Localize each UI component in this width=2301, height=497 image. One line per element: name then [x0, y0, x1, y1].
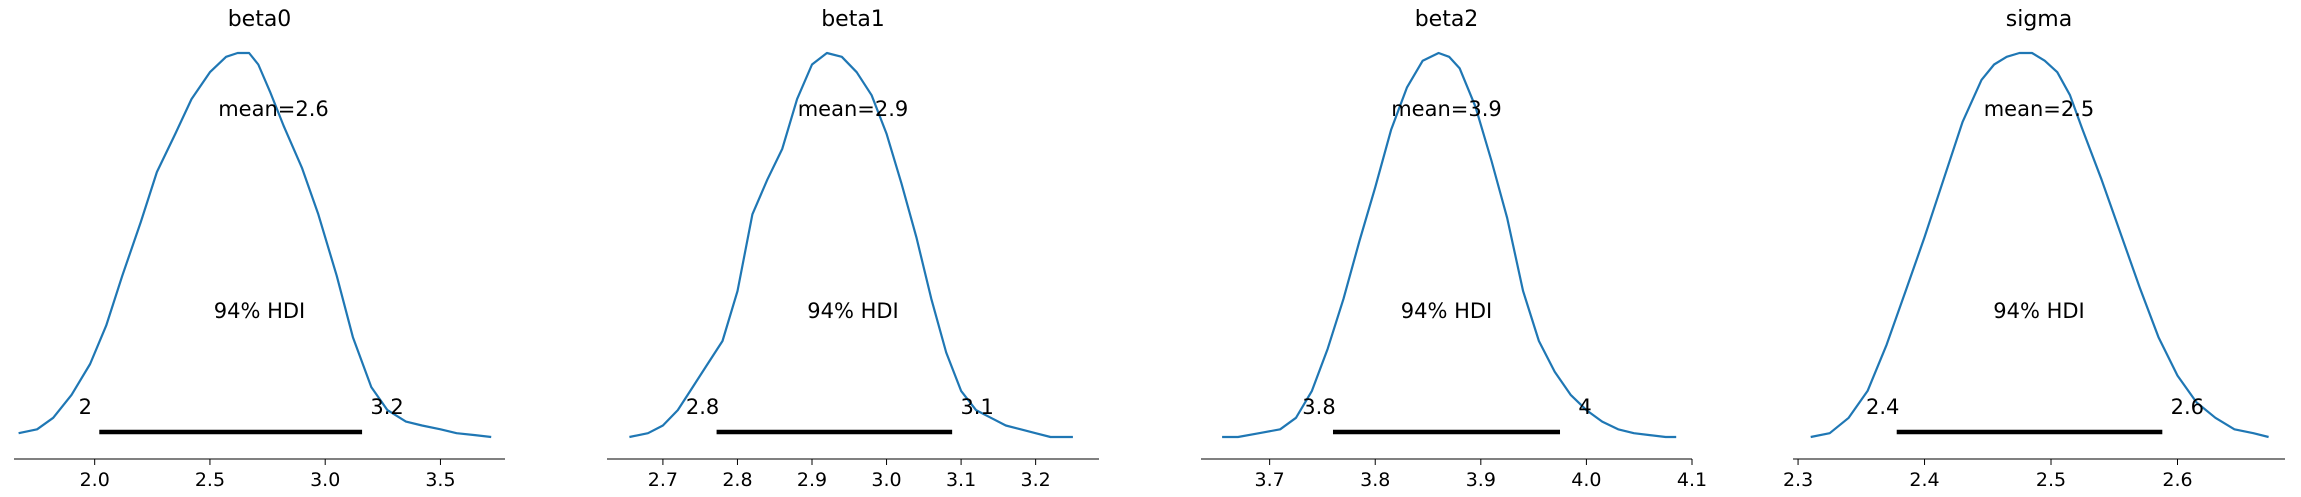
hdi-low-label: 2 [79, 395, 92, 419]
density-curve [629, 51, 1073, 439]
subplot-beta2: 3.7 3.8 3.9 4.0 4.1 3.8 4 beta2 mean=3.9 94% HDI [1201, 7, 1707, 491]
mean-label: mean=3.9 [1391, 97, 1502, 121]
hdi-low-label: 2.8 [686, 395, 719, 419]
x-tick-label: 2.5 [195, 469, 225, 491]
x-tick-label: 2.0 [80, 469, 110, 491]
x-tick-label: 2.8 [722, 469, 752, 491]
x-tick-label: 4.1 [1677, 469, 1707, 491]
hdi-high-label: 3.2 [370, 395, 403, 419]
subplot-title: beta0 [228, 7, 292, 32]
hdi-label: 94% HDI [807, 299, 899, 323]
x-tick-label: 3.7 [1255, 469, 1285, 491]
x-tick-label: 3.8 [1360, 469, 1390, 491]
hdi-low-label: 3.8 [1302, 395, 1335, 419]
density-curve [1810, 51, 2269, 439]
x-tick-label: 3.1 [946, 469, 976, 491]
mean-label: mean=2.9 [798, 97, 909, 121]
x-tick-label: 3.0 [310, 469, 340, 491]
subplot-title: beta2 [1415, 7, 1479, 32]
x-tick-label: 3.5 [425, 469, 455, 491]
x-tick-label: 2.9 [797, 469, 827, 491]
x-tick-label: 3.2 [1021, 469, 1051, 491]
subplot-sigma: 2.3 2.4 2.5 2.6 2.4 2.6 sigma mean=2.5 94% HDI [1783, 7, 2285, 491]
x-tick-label: 3.0 [871, 469, 901, 491]
x-tick-label: 2.4 [1909, 469, 1939, 491]
mean-label: mean=2.5 [1984, 97, 2095, 121]
hdi-label: 94% HDI [1401, 299, 1493, 323]
x-tick-label: 2.6 [2162, 469, 2192, 491]
hdi-label: 94% HDI [1993, 299, 2085, 323]
hdi-high-label: 2.6 [2171, 395, 2204, 419]
hdi-high-label: 4 [1578, 395, 1591, 419]
mean-label: mean=2.6 [218, 97, 329, 121]
x-tick-label: 4.0 [1571, 469, 1601, 491]
hdi-label: 94% HDI [214, 299, 306, 323]
subplot-beta0: 2.0 2.5 3.0 3.5 2 3.2 beta0 mean=2.6 94% HDI [14, 7, 505, 491]
density-curve [1222, 51, 1677, 439]
subplot-title: beta1 [821, 7, 885, 32]
x-tick-label: 3.9 [1466, 469, 1496, 491]
hdi-low-label: 2.4 [1866, 395, 1899, 419]
density-curve [18, 51, 492, 439]
x-tick-label: 2.3 [1783, 469, 1813, 491]
subplot-title: sigma [2006, 7, 2072, 32]
x-tick-label: 2.7 [648, 469, 678, 491]
hdi-high-label: 3.1 [960, 395, 993, 419]
x-tick-label: 2.5 [2036, 469, 2066, 491]
subplot-beta1: 2.7 2.8 2.9 3.0 3.1 3.2 2.8 3.1 beta1 mean=2.9 94%… [607, 7, 1099, 491]
